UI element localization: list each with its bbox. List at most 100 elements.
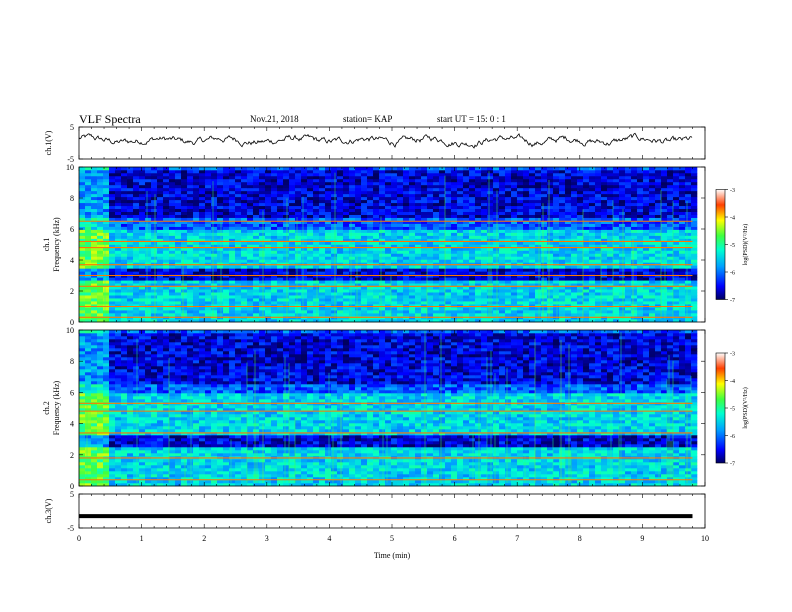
spectrogram-cell xyxy=(379,232,386,236)
spectrogram-cell xyxy=(259,196,266,201)
spectrogram-cell xyxy=(409,184,416,189)
spectrogram-cell xyxy=(475,319,482,323)
spectrogram-cell xyxy=(97,310,104,314)
spectrogram-cell xyxy=(217,289,224,293)
spectrogram-cell xyxy=(655,220,662,224)
spectrogram-cell xyxy=(601,178,608,183)
spectrogram-cell xyxy=(583,283,590,287)
spectrogram-cell xyxy=(361,304,368,308)
spectrogram-cell xyxy=(241,256,248,260)
spectrogram-cell xyxy=(175,277,182,281)
spectrogram-cell xyxy=(535,214,542,218)
spectrogram-cell xyxy=(673,307,680,311)
spectrogram-cell xyxy=(493,301,500,305)
spectrogram-cell xyxy=(289,307,296,311)
spectrogram-cell xyxy=(343,307,350,311)
spectrogram-cell xyxy=(475,241,482,245)
spectrogram-cell xyxy=(457,193,464,198)
spectrogram-cell xyxy=(115,226,122,230)
spectrogram-cell xyxy=(685,241,692,245)
spectrogram-cell xyxy=(187,181,194,186)
spectrogram-cell xyxy=(343,229,350,233)
spectrogram-cell xyxy=(559,247,566,251)
spectrogram-cell xyxy=(571,310,578,314)
spectrogram-cell xyxy=(175,253,182,257)
spectrogram-cell xyxy=(151,295,158,299)
spectrogram-cell xyxy=(583,235,590,239)
spectrogram-cell xyxy=(577,253,584,257)
spectrogram-cell xyxy=(421,292,428,296)
spectrogram-cell xyxy=(565,277,572,281)
spectrogram-cell xyxy=(199,319,206,323)
spectrogram-cell xyxy=(355,226,362,230)
spectrogram-cell xyxy=(475,193,482,198)
spectrogram-cell xyxy=(409,235,416,239)
spectrogram-cell xyxy=(517,226,524,230)
spectrogram-cell xyxy=(175,208,182,213)
spectrogram-cell xyxy=(535,298,542,302)
spectrogram-cell xyxy=(643,202,650,207)
spectrogram-cell xyxy=(163,193,170,198)
spectrogram-cell xyxy=(661,211,668,215)
spectrogram-cell xyxy=(499,304,506,308)
spectrogram-cell xyxy=(667,214,674,218)
spectrogram-cell xyxy=(97,301,104,305)
spectrogram-cell xyxy=(685,178,692,183)
spectrogram-cell xyxy=(625,190,632,195)
spectrogram-cell xyxy=(463,256,470,260)
spectrogram-cell xyxy=(685,223,692,227)
spectrogram-cell xyxy=(457,283,464,287)
spectrogram-cell xyxy=(481,199,488,204)
spectrogram-cell xyxy=(403,319,410,323)
spectrogram-cell xyxy=(565,217,572,221)
spectrogram-cell xyxy=(517,229,524,233)
spectrogram-cell xyxy=(163,226,170,230)
spectrogram-cell xyxy=(583,250,590,254)
spectrogram-cell xyxy=(379,178,386,183)
spectrogram-cell xyxy=(673,280,680,284)
spectrogram-cell xyxy=(355,271,362,275)
spectrogram-cell xyxy=(181,187,188,192)
spectrogram-cell xyxy=(691,217,698,221)
spectrogram-cell xyxy=(211,208,218,213)
spectrogram-cell xyxy=(103,304,110,308)
spectrogram-cell xyxy=(403,271,410,275)
spectrogram-cell xyxy=(523,250,530,254)
spectrogram-cell xyxy=(259,286,266,290)
spectrogram-cell xyxy=(307,310,314,314)
spectrogram-cell xyxy=(403,268,410,272)
spectrogram-cell xyxy=(583,229,590,233)
spectrogram-cell xyxy=(415,241,422,245)
spectrogram-cell xyxy=(295,256,302,260)
spectrogram-cell xyxy=(583,202,590,207)
spectrogram-cell xyxy=(457,256,464,260)
spectrogram-cell xyxy=(535,232,542,236)
spectrogram-cell xyxy=(289,313,296,317)
spectrogram-cell xyxy=(331,178,338,183)
spectrogram-cell xyxy=(127,298,134,302)
spectrogram-cell xyxy=(181,193,188,198)
spectrogram-cell xyxy=(85,178,92,183)
spectrogram-cell xyxy=(301,289,308,293)
spectrogram-cell xyxy=(247,262,254,266)
spectrogram-cell xyxy=(469,268,476,272)
spectrogram-cell xyxy=(283,256,290,260)
spectrogram-cell xyxy=(403,262,410,266)
spectrogram-cell xyxy=(637,280,644,284)
spectrogram-cell xyxy=(517,202,524,207)
spectrogram-cell xyxy=(241,232,248,236)
spectrogram-cell xyxy=(631,298,638,302)
spectrogram-cell xyxy=(565,259,572,263)
spectrogram-cell xyxy=(319,193,326,198)
spectrogram-cell xyxy=(361,244,368,248)
spectrogram-cell xyxy=(163,229,170,233)
spectrogram-cell xyxy=(397,310,404,314)
spectrogram-cell xyxy=(631,301,638,305)
spectrogram-cell xyxy=(421,319,428,323)
spectrogram-cell xyxy=(325,301,332,305)
spectrogram-cell xyxy=(565,286,572,290)
spectrogram-cell xyxy=(673,256,680,260)
spectrogram-cell xyxy=(229,295,236,299)
spectrogram-cell xyxy=(229,277,236,281)
spectrogram-cell xyxy=(355,184,362,189)
